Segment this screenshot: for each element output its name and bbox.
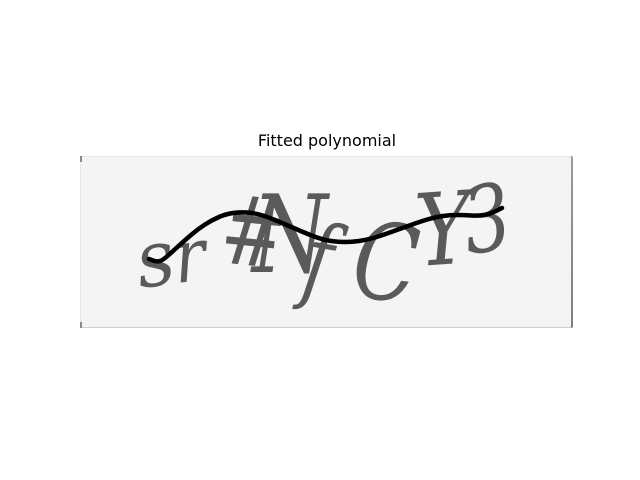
captcha-text: sr #Nf CY3 — [130, 163, 518, 328]
fitted-polynomial-curve — [146, 205, 505, 264]
figure-title: Fitted polynomial — [257, 131, 397, 150]
captcha-glyph: # — [216, 173, 292, 292]
captcha-glyph: C — [347, 198, 424, 328]
image-edge-top-left — [80, 156, 82, 162]
image-edge-right — [571, 156, 573, 328]
image-edge-bottom-left — [80, 322, 82, 328]
